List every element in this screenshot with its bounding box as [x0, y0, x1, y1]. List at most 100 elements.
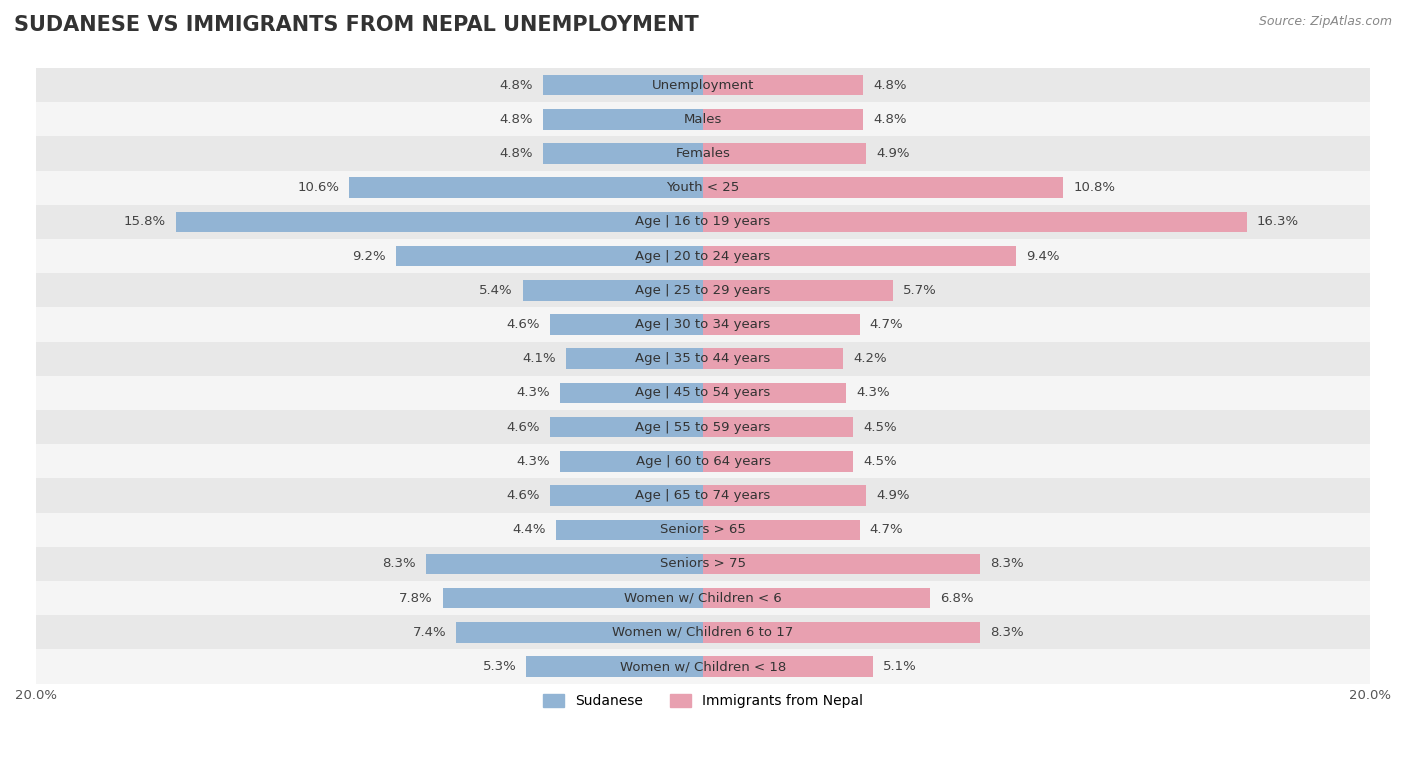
Text: Women w/ Children 6 to 17: Women w/ Children 6 to 17	[613, 626, 793, 639]
Bar	[350, 177, 703, 198]
Bar	[37, 102, 1369, 136]
Text: Age | 60 to 64 years: Age | 60 to 64 years	[636, 455, 770, 468]
Text: 4.6%: 4.6%	[506, 318, 540, 331]
Text: Youth < 25: Youth < 25	[666, 181, 740, 195]
Bar	[703, 588, 929, 609]
Text: 8.3%: 8.3%	[382, 557, 416, 571]
Text: 4.3%: 4.3%	[516, 455, 550, 468]
Bar	[37, 136, 1369, 170]
Text: 4.8%: 4.8%	[499, 113, 533, 126]
Bar	[703, 246, 1017, 266]
Bar	[443, 588, 703, 609]
Text: Unemployment: Unemployment	[652, 79, 754, 92]
Bar	[37, 650, 1369, 684]
Bar	[560, 451, 703, 472]
Bar	[37, 444, 1369, 478]
Bar	[703, 622, 980, 643]
Bar	[703, 212, 1247, 232]
Text: 4.6%: 4.6%	[506, 489, 540, 502]
Bar	[396, 246, 703, 266]
Text: Females: Females	[675, 147, 731, 160]
Bar	[703, 314, 859, 335]
Bar	[37, 375, 1369, 410]
Text: 8.3%: 8.3%	[990, 626, 1024, 639]
Text: 15.8%: 15.8%	[124, 216, 166, 229]
Text: Age | 16 to 19 years: Age | 16 to 19 years	[636, 216, 770, 229]
Text: Age | 45 to 54 years: Age | 45 to 54 years	[636, 386, 770, 400]
Text: 4.8%: 4.8%	[499, 147, 533, 160]
Text: 4.8%: 4.8%	[499, 79, 533, 92]
Bar	[426, 553, 703, 575]
Text: Age | 30 to 34 years: Age | 30 to 34 years	[636, 318, 770, 331]
Bar	[37, 410, 1369, 444]
Text: 4.5%: 4.5%	[863, 421, 897, 434]
Text: SUDANESE VS IMMIGRANTS FROM NEPAL UNEMPLOYMENT: SUDANESE VS IMMIGRANTS FROM NEPAL UNEMPL…	[14, 15, 699, 35]
Bar	[703, 485, 866, 506]
Text: Age | 55 to 59 years: Age | 55 to 59 years	[636, 421, 770, 434]
Text: 7.4%: 7.4%	[412, 626, 446, 639]
Bar	[550, 485, 703, 506]
Text: Seniors > 65: Seniors > 65	[659, 523, 747, 536]
Bar	[703, 383, 846, 403]
Text: 9.4%: 9.4%	[1026, 250, 1060, 263]
Bar	[456, 622, 703, 643]
Text: 5.4%: 5.4%	[479, 284, 513, 297]
Bar	[703, 109, 863, 129]
Bar	[37, 581, 1369, 615]
Text: 4.3%: 4.3%	[516, 386, 550, 400]
Text: Women w/ Children < 18: Women w/ Children < 18	[620, 660, 786, 673]
Text: Age | 20 to 24 years: Age | 20 to 24 years	[636, 250, 770, 263]
Text: Source: ZipAtlas.com: Source: ZipAtlas.com	[1258, 15, 1392, 28]
Bar	[703, 417, 853, 438]
Bar	[567, 348, 703, 369]
Bar	[557, 519, 703, 540]
Text: 4.1%: 4.1%	[523, 352, 557, 365]
Text: Seniors > 75: Seniors > 75	[659, 557, 747, 571]
Bar	[550, 417, 703, 438]
Bar	[543, 143, 703, 164]
Text: 4.9%: 4.9%	[876, 489, 910, 502]
Bar	[37, 547, 1369, 581]
Bar	[703, 280, 893, 301]
Text: Age | 65 to 74 years: Age | 65 to 74 years	[636, 489, 770, 502]
Text: 4.7%: 4.7%	[870, 523, 904, 536]
Bar	[550, 314, 703, 335]
Text: 5.1%: 5.1%	[883, 660, 917, 673]
Bar	[526, 656, 703, 677]
Bar	[703, 553, 980, 575]
Bar	[37, 615, 1369, 650]
Text: 4.4%: 4.4%	[513, 523, 547, 536]
Text: 4.2%: 4.2%	[853, 352, 887, 365]
Text: 10.8%: 10.8%	[1073, 181, 1115, 195]
Bar	[37, 478, 1369, 512]
Bar	[37, 170, 1369, 205]
Bar	[703, 656, 873, 677]
Text: 8.3%: 8.3%	[990, 557, 1024, 571]
Text: Males: Males	[683, 113, 723, 126]
Bar	[37, 512, 1369, 547]
Text: Age | 35 to 44 years: Age | 35 to 44 years	[636, 352, 770, 365]
Bar	[37, 341, 1369, 375]
Bar	[703, 143, 866, 164]
Text: 4.3%: 4.3%	[856, 386, 890, 400]
Bar	[543, 75, 703, 95]
Text: 4.6%: 4.6%	[506, 421, 540, 434]
Bar	[703, 177, 1063, 198]
Bar	[703, 519, 859, 540]
Bar	[560, 383, 703, 403]
Bar	[37, 239, 1369, 273]
Text: 4.8%: 4.8%	[873, 79, 907, 92]
Text: 5.7%: 5.7%	[903, 284, 936, 297]
Bar	[703, 75, 863, 95]
Text: 4.9%: 4.9%	[876, 147, 910, 160]
Text: 10.6%: 10.6%	[298, 181, 339, 195]
Bar	[543, 109, 703, 129]
Text: 9.2%: 9.2%	[353, 250, 387, 263]
Text: 4.8%: 4.8%	[873, 113, 907, 126]
Bar	[703, 451, 853, 472]
Text: 16.3%: 16.3%	[1257, 216, 1299, 229]
Text: 6.8%: 6.8%	[939, 592, 973, 605]
Text: 4.7%: 4.7%	[870, 318, 904, 331]
Legend: Sudanese, Immigrants from Nepal: Sudanese, Immigrants from Nepal	[537, 689, 869, 714]
Text: Age | 25 to 29 years: Age | 25 to 29 years	[636, 284, 770, 297]
